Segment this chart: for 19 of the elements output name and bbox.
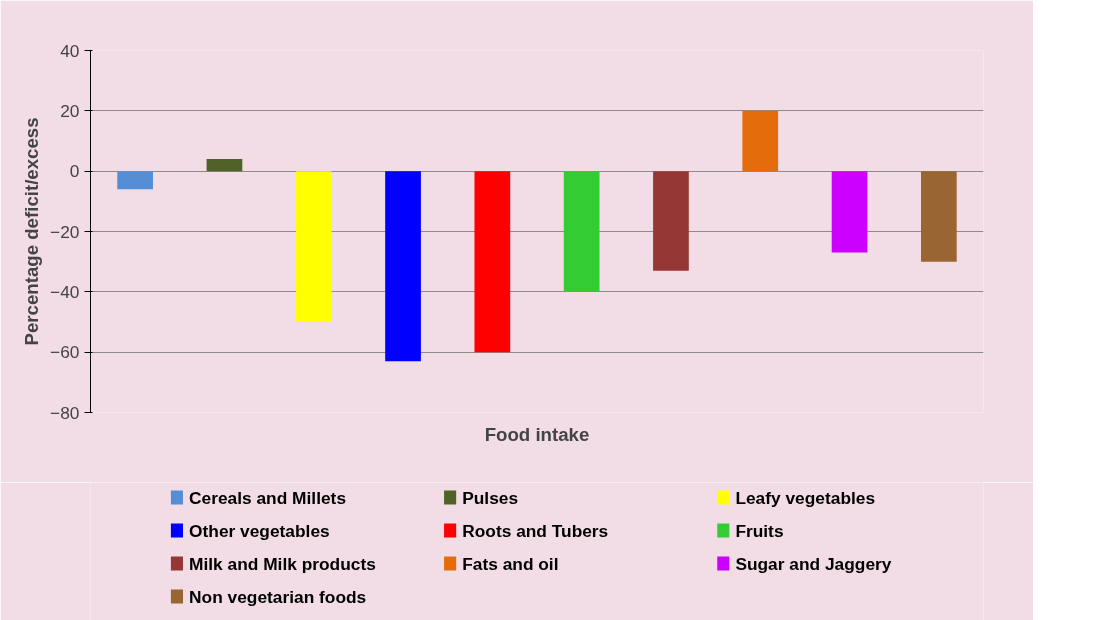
- y-tick-label: −20: [50, 221, 80, 242]
- legend-label: Pulses: [462, 487, 519, 508]
- legend-label: Fruits: [735, 520, 784, 541]
- y-tick-label: −80: [50, 402, 80, 423]
- legend-label: Roots and Tubers: [462, 520, 609, 541]
- legend-label: Non vegetarian foods: [189, 586, 367, 607]
- y-tick-label: 40: [60, 40, 80, 61]
- y-tick-label: −40: [50, 281, 80, 302]
- legend-label: Milk and Milk products: [189, 553, 376, 574]
- legend-label: Sugar and Jaggery: [735, 553, 892, 574]
- x-axis-title: Food intake: [484, 423, 590, 445]
- legend-label: Leafy vegetables: [735, 487, 876, 508]
- legend-label: Cereals and Millets: [189, 487, 347, 508]
- y-tick-label: −60: [50, 342, 80, 363]
- legend-label: Other vegetables: [189, 520, 330, 541]
- y-tick-label: 0: [69, 161, 80, 182]
- legend-label: Fats and oil: [462, 553, 559, 574]
- y-tick-label: 20: [60, 100, 80, 121]
- y-axis-title: Percentage deficit/excess: [21, 117, 43, 346]
